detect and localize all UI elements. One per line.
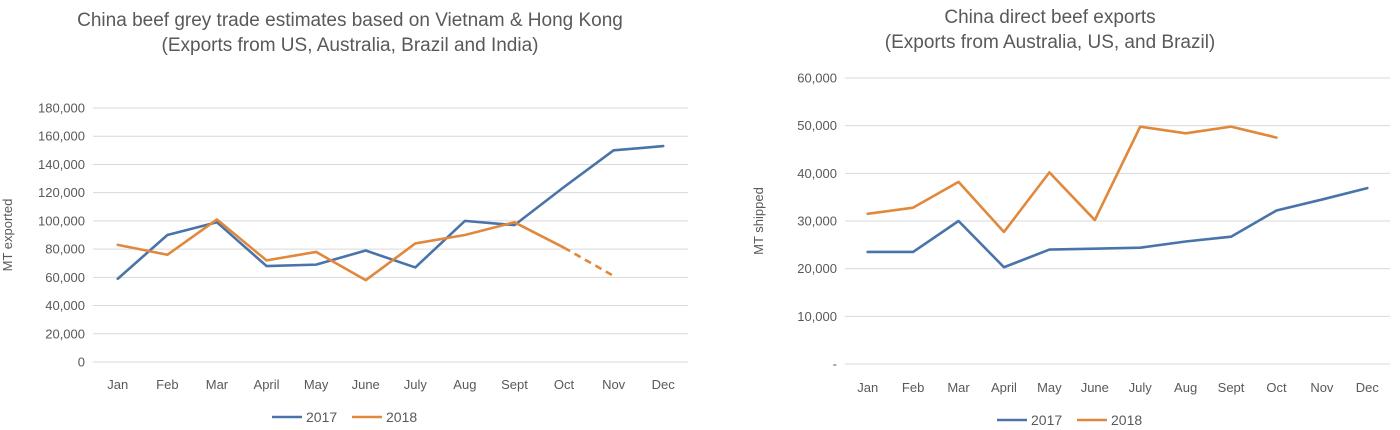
x-tick-label: May bbox=[1037, 380, 1062, 395]
x-tick-label: Oct bbox=[1266, 380, 1287, 395]
x-tick-label: Nov bbox=[1310, 380, 1334, 395]
chart-title: China beef grey trade estimates based on… bbox=[77, 10, 623, 56]
x-tick-label: Mar bbox=[947, 380, 970, 395]
y-tick-label: - bbox=[833, 357, 837, 372]
legend-label: 2017 bbox=[1031, 412, 1062, 428]
chart-panel-direct-exports: China direct beef exports (Exports from … bbox=[700, 0, 1400, 430]
series-line-2018 bbox=[866, 125, 1278, 234]
y-tick-label: 30,000 bbox=[797, 214, 837, 229]
x-tick-label: May bbox=[304, 377, 329, 392]
series-line-2018-dashed bbox=[563, 246, 615, 278]
y-tick-label: 0 bbox=[78, 355, 85, 370]
y-tick-label: 80,000 bbox=[45, 242, 85, 257]
y-tick-label: 140,000 bbox=[38, 157, 85, 172]
x-tick-label: Aug bbox=[1174, 380, 1197, 395]
x-tick-label: Sept bbox=[501, 377, 528, 392]
x-tick-label: Dec bbox=[652, 377, 676, 392]
series-line-2018 bbox=[116, 218, 566, 282]
y-tick-label: 10,000 bbox=[797, 309, 837, 324]
legend-label: 2018 bbox=[386, 409, 417, 425]
y-tick-label: 160,000 bbox=[38, 129, 85, 144]
y-tick-label: 180,000 bbox=[38, 101, 85, 116]
x-tick-label: July bbox=[1129, 380, 1153, 395]
y-tick-label: 20,000 bbox=[797, 261, 837, 276]
x-tick-label: Aug bbox=[453, 377, 476, 392]
line-chart-direct-exports: - 10,000 20,000 30,000 40,000 50,000 60,000 Jan… bbox=[751, 71, 1390, 428]
x-tick-label: Feb bbox=[156, 377, 178, 392]
x-tick-label: Mar bbox=[206, 377, 229, 392]
y-axis-title: MT exported bbox=[0, 199, 15, 272]
x-tick-label: Oct bbox=[554, 377, 575, 392]
y-tick-label: 120,000 bbox=[38, 185, 85, 200]
y-tick-label: 40,000 bbox=[45, 298, 85, 313]
x-tick-label: July bbox=[404, 377, 428, 392]
legend-label: 2018 bbox=[1111, 412, 1142, 428]
series-line-2017 bbox=[116, 144, 665, 281]
x-tick-label: June bbox=[352, 377, 380, 392]
y-tick-label: 40,000 bbox=[797, 166, 837, 181]
y-tick-label: 100,000 bbox=[38, 213, 85, 228]
y-tick-label: 60,000 bbox=[797, 71, 837, 86]
x-tick-label: April bbox=[254, 377, 280, 392]
x-tick-label: Nov bbox=[602, 377, 626, 392]
series-line-2017 bbox=[866, 186, 1369, 269]
chart-title: China direct beef exports (Exports from … bbox=[884, 7, 1216, 53]
x-tick-label: Feb bbox=[902, 380, 924, 395]
y-tick-label: 20,000 bbox=[45, 326, 85, 341]
x-tick-label: Jan bbox=[857, 380, 878, 395]
y-axis-title: MT shipped bbox=[751, 187, 766, 255]
y-tick-label: 50,000 bbox=[797, 118, 837, 133]
x-tick-label: Dec bbox=[1356, 380, 1380, 395]
legend-label: 2017 bbox=[306, 409, 337, 425]
y-tick-label: 60,000 bbox=[45, 270, 85, 285]
x-tick-label: Jan bbox=[107, 377, 128, 392]
line-chart-grey-trade: 0 20,000 40,000 60,000 80,000 100,000 120,000 1… bbox=[0, 101, 688, 425]
x-tick-label: Sept bbox=[1218, 380, 1245, 395]
x-tick-label: April bbox=[991, 380, 1017, 395]
x-tick-label: June bbox=[1081, 380, 1109, 395]
chart-panel-grey-trade: China beef grey trade estimates based on… bbox=[0, 10, 688, 425]
